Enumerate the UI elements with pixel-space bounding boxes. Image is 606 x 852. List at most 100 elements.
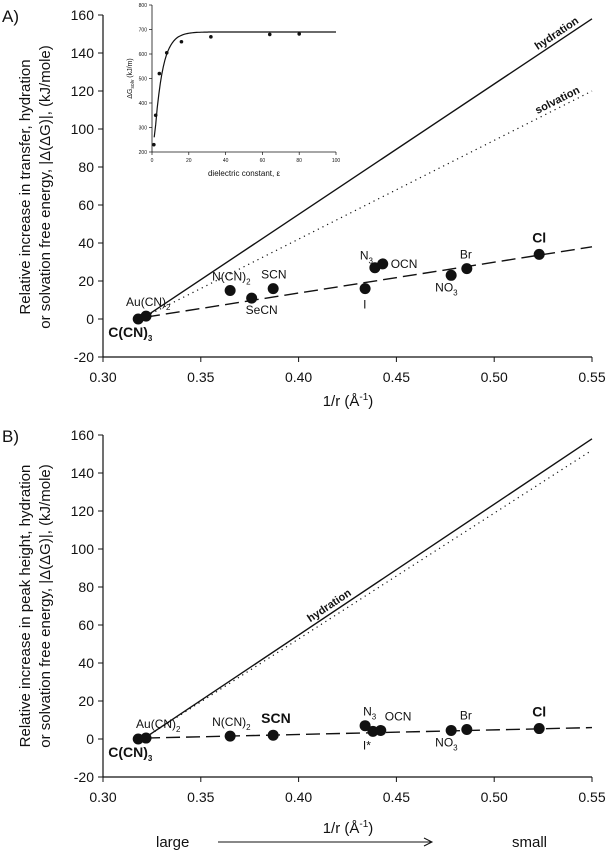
inset-y-tick-label: 800 (139, 3, 148, 9)
inset-y-tick-label: 400 (139, 101, 148, 107)
y-tick-label: 40 (78, 235, 94, 251)
y-tick-label: -20 (74, 349, 94, 365)
point-label: Cl (532, 229, 546, 245)
y-tick-label: 100 (71, 121, 95, 137)
panel-a-ylabel-line1: Relative increase in transfer, hydration (17, 59, 34, 314)
y-tick-label: 80 (78, 159, 94, 175)
fit-line (145, 246, 593, 318)
point-label: Au(CN)2 (136, 717, 181, 734)
data-point (375, 724, 387, 736)
point-label: N3 (363, 705, 377, 722)
point-label: C(CN)3 (108, 324, 153, 343)
inset-y-tick-label: 300 (139, 126, 148, 132)
data-point (359, 283, 371, 295)
y-tick-label: 140 (71, 45, 95, 61)
x-tick-label: 0.50 (481, 789, 508, 805)
data-point (267, 283, 279, 295)
inset-chart: 200 300 400 500 600 700 800 0 20 40 60 80 100 dielect… (127, 3, 340, 178)
panel-b: -20 0 20 40 60 80 100 120 140 160 0.30 0.35 0.40 0.45… (71, 427, 606, 805)
point-label: SCN (261, 268, 286, 282)
x-tick-label: 0.30 (89, 369, 116, 385)
y-tick-label: 80 (78, 579, 94, 595)
y-tick-label: 60 (78, 197, 94, 213)
inset-data-point (164, 50, 169, 55)
data-point (445, 269, 457, 281)
y-tick-label: 0 (86, 731, 94, 747)
point-label: NO3 (435, 735, 458, 752)
point-label: Au(CN)2 (126, 295, 171, 312)
panel-b-xlabel: 1/r (Å-1) (323, 819, 374, 837)
panel-b-ylabel-line1: Relative increase in peak height, hydrat… (17, 465, 34, 748)
point-label: N(CN)2 (212, 715, 251, 732)
y-tick-label: 100 (71, 541, 95, 557)
x-tick-label: 0.35 (187, 789, 214, 805)
data-point (246, 292, 258, 304)
y-tick-label: -20 (74, 769, 94, 785)
x-tick-label: 0.40 (285, 369, 312, 385)
x-tick-label: 0.30 (89, 789, 116, 805)
x-tick-label: 0.35 (187, 369, 214, 385)
hydration-line-label: hydration (533, 15, 582, 53)
y-tick-label: 160 (71, 427, 95, 443)
point-label: SeCN (246, 303, 278, 317)
data-point (377, 258, 389, 270)
inset-x-tick-label: 20 (186, 158, 192, 164)
footer-large-label: large (156, 834, 189, 851)
y-tick-label: 120 (71, 83, 95, 99)
hydration-line (145, 18, 593, 317)
data-point (140, 310, 152, 322)
inset-data-point (153, 113, 158, 118)
data-point (461, 263, 473, 275)
data-point (533, 723, 545, 735)
inset-x-tick-label: 0 (151, 158, 154, 164)
inset-y-tick-label: 600 (139, 52, 148, 58)
y-tick-label: 20 (78, 273, 94, 289)
hydration-line-label: hydration (305, 587, 354, 625)
hydration-line (145, 438, 593, 738)
point-label: N3 (360, 249, 374, 266)
x-tick-label: 0.45 (383, 789, 410, 805)
x-tick-label: 0.55 (578, 369, 605, 385)
y-tick-label: 40 (78, 655, 94, 671)
inset-data-point (157, 71, 162, 76)
y-tick-label: 120 (71, 503, 95, 519)
point-label: I (363, 298, 366, 312)
solvation-line (145, 449, 593, 738)
solvation-line (145, 90, 593, 317)
inset-ylabel: ΔGsolv (kJ/m) (127, 58, 136, 98)
panel-a-label: A) (2, 7, 19, 26)
point-label: OCN (385, 709, 412, 723)
inset-data-point (179, 39, 184, 44)
data-point (267, 729, 279, 741)
x-tick-label: 0.50 (481, 369, 508, 385)
y-tick-label: 60 (78, 617, 94, 633)
y-tick-label: 0 (86, 311, 94, 327)
point-label: Br (460, 709, 472, 723)
inset-x-tick-label: 80 (296, 158, 302, 164)
data-point (140, 732, 152, 744)
point-label: I* (363, 738, 371, 752)
y-tick-label: 20 (78, 693, 94, 709)
data-point (461, 724, 473, 735)
panel-b-ylabel-line2: or solvation free energy, |Δ(ΔG)|, (kJ/m… (37, 464, 54, 747)
panel-a-ylabel-line2: or solvation free energy, |Δ(ΔG)|, (kJ/m… (37, 45, 54, 328)
solvation-line-label: solvation (533, 84, 582, 117)
arrow-right-icon (423, 837, 434, 847)
point-label: NO3 (435, 280, 458, 297)
point-label: Cl (532, 704, 546, 720)
point-label: OCN (391, 257, 418, 271)
point-label: N(CN)2 (212, 270, 251, 287)
point-label: Br (460, 248, 472, 262)
x-tick-label: 0.55 (578, 789, 605, 805)
inset-data-point (209, 35, 213, 39)
inset-curve (153, 31, 336, 138)
x-tick-label: 0.40 (285, 789, 312, 805)
panel-a-xlabel: 1/r (Å-1) (323, 392, 374, 410)
inset-y-tick-label: 700 (139, 28, 148, 34)
x-tick-label: 0.45 (383, 369, 410, 385)
point-label: C(CN)3 (108, 744, 153, 763)
inset-x-tick-label: 40 (223, 158, 229, 164)
panel-a: -20 0 20 40 60 80 100 120 140 160 0.30 0.35 0.40 0.45… (71, 3, 606, 385)
inset-x-tick-label: 60 (260, 158, 266, 164)
